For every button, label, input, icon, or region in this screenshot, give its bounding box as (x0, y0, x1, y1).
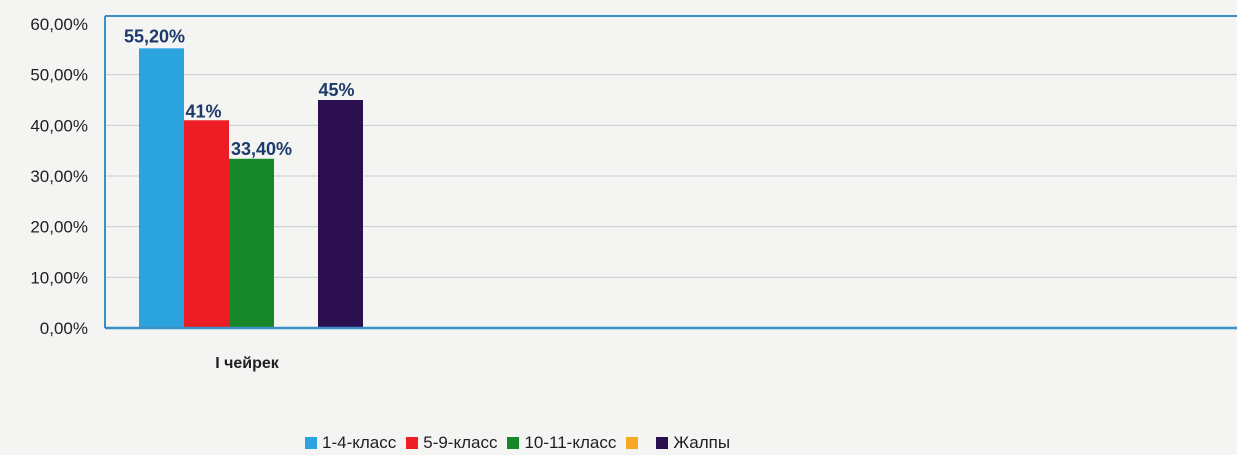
x-category-label: I чейрек (215, 355, 280, 372)
y-tick-label: 60,00% (30, 15, 88, 34)
legend-item: 1-4-класс (305, 433, 396, 453)
y-axis-ticks: 0,00% 10,00% 20,00% 30,00% 40,00% 50,00% 60,00… (30, 15, 88, 338)
legend-label: 5-9-класс (423, 433, 498, 452)
bar-1-4-класс (139, 48, 184, 328)
legend-swatch (305, 437, 317, 449)
category-labels: I чейрек (215, 355, 280, 372)
data-label: 33,40% (231, 139, 292, 159)
data-labels: 55,20% 41% 33,40% 45% (124, 26, 355, 158)
y-tick-label: 20,00% (30, 218, 88, 237)
y-tick-label: 50,00% (30, 66, 88, 85)
legend-swatch (507, 437, 520, 449)
legend-swatch (656, 437, 669, 449)
data-label: 41% (185, 101, 221, 121)
bar-10-11-класс (229, 158, 274, 328)
bar-Жалпы (318, 100, 363, 328)
gridlines (105, 74, 1237, 278)
y-tick-label: 0,00% (40, 319, 88, 338)
y-tick-label: 30,00% (30, 167, 88, 186)
data-label: 45% (318, 80, 354, 100)
legend-item (626, 437, 646, 449)
bar-5-9-класс (184, 120, 229, 329)
legend-label: 10-11-класс (524, 433, 617, 452)
legend-item: Жалпы (656, 433, 730, 453)
chart-legend: 1-4-класс 5-9-класс 10-11-класс Жалпы (305, 432, 730, 454)
y-tick-label: 10,00% (30, 268, 88, 287)
legend-item: 5-9-класс (406, 433, 497, 453)
legend-swatch (406, 437, 419, 449)
legend-item: 10-11-класс (507, 433, 616, 453)
bars (139, 48, 363, 329)
legend-swatch (626, 437, 639, 449)
legend-label: 1-4-класс (322, 433, 397, 452)
legend-label: Жалпы (673, 433, 731, 452)
data-label: 55,20% (124, 26, 185, 46)
y-tick-label: 40,00% (30, 116, 88, 135)
